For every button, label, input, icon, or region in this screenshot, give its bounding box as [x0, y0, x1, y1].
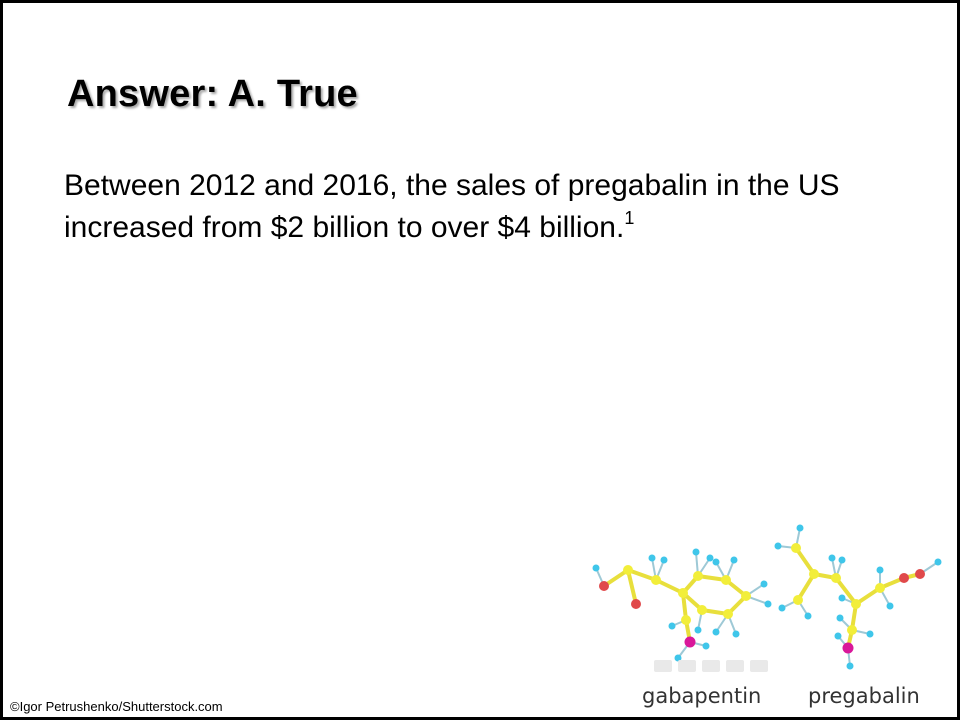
image-watermark-toolbar: [654, 660, 768, 672]
body-text: Between 2012 and 2016, the sales of preg…: [64, 169, 840, 244]
slide-title: Answer: A. True: [67, 73, 358, 115]
molecule-structures: [592, 524, 942, 672]
image-credit: ©Igor Petrushenko/Shutterstock.com: [10, 699, 223, 714]
gabapentin-h-bonds: [595, 551, 769, 659]
pregabalin-label: pregabalin: [808, 684, 920, 708]
slide-body: Between 2012 and 2016, the sales of preg…: [64, 165, 924, 249]
pregabalin-bonds: [794, 546, 921, 649]
pregabalin-atoms: [774, 524, 942, 670]
gabapentin-atoms: [592, 548, 772, 662]
footnote-reference: 1: [624, 208, 635, 228]
gabapentin-label: gabapentin: [642, 684, 762, 708]
molecule-image: gabapentin pregabalin: [586, 518, 957, 717]
